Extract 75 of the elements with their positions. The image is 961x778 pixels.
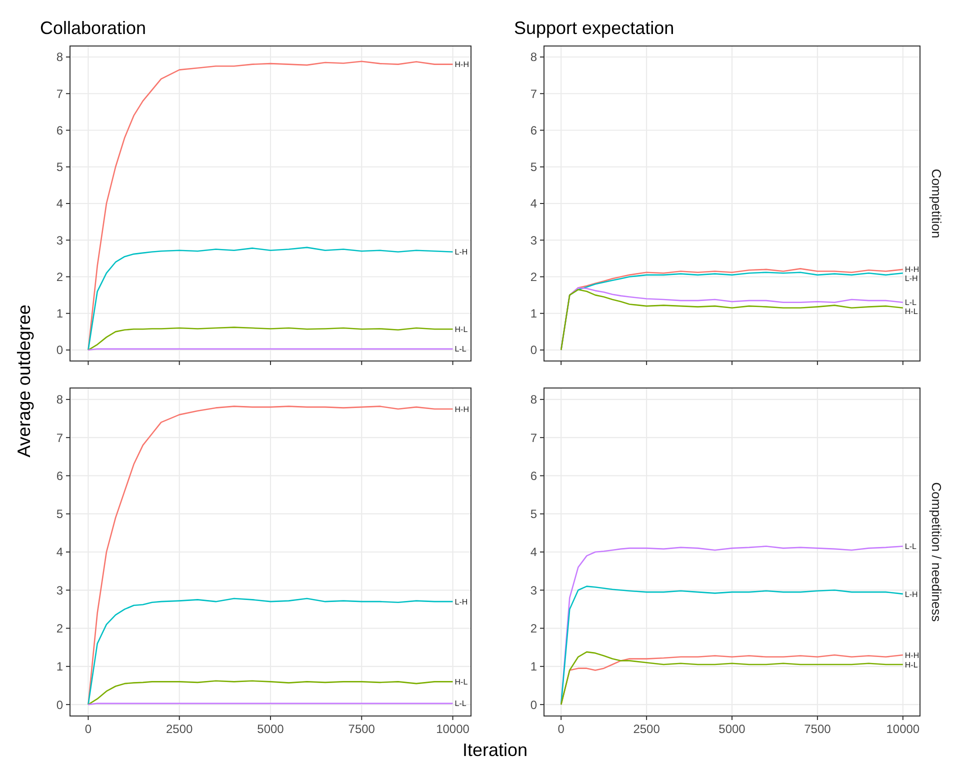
y-tick-label: 3	[530, 583, 538, 598]
series-label: H-L	[454, 677, 468, 686]
y-tick-label: 7	[530, 430, 538, 445]
y-tick-label: 5	[530, 507, 538, 522]
series-label: H-L	[904, 660, 918, 670]
y-tick-label: 2	[56, 621, 64, 636]
y-tick-label: 1	[56, 660, 64, 674]
chart-title: Collaboration	[40, 18, 146, 38]
line-series	[88, 60, 454, 351]
y-tick-label: 8	[56, 392, 64, 407]
y-tick-label: 3	[56, 583, 64, 598]
line-series	[560, 586, 904, 706]
series-label: H-H	[904, 650, 920, 660]
y-tick-label: 0	[530, 698, 538, 712]
y-tick-label: 5	[56, 160, 64, 174]
line-series	[88, 598, 454, 706]
y-tick-label: 5	[530, 160, 538, 174]
series-label: L-H	[454, 597, 468, 606]
series-label: H-L	[454, 324, 468, 334]
y-tick-label: 1	[530, 660, 538, 674]
y-tick-label: 6	[56, 468, 64, 483]
y-tick-label: 4	[530, 196, 538, 211]
y-tick-label: 1	[56, 306, 64, 321]
y-tick-label: 8	[530, 50, 538, 64]
y-tick-label: 3	[56, 233, 64, 248]
series-label: L-H	[454, 248, 468, 257]
y-tick-label: 2	[530, 270, 538, 284]
y-tick-label: 0	[56, 343, 64, 358]
line-series	[88, 680, 454, 706]
y-tick-label: 7	[56, 86, 64, 101]
series-label: H-H	[904, 265, 920, 274]
y-tick-label: 1	[530, 306, 538, 321]
y-tick-label: 6	[530, 123, 538, 138]
y-tick-label: 7	[530, 86, 538, 101]
y-axis-title: Average outdegree	[14, 304, 34, 458]
series-label: H-L	[904, 307, 918, 316]
y-tick-label: 0	[56, 698, 64, 712]
y-tick-label: 5	[56, 507, 64, 522]
y-tick-label: 7	[56, 430, 64, 445]
series-label: L-H	[904, 590, 918, 599]
series-label: H-H	[454, 60, 470, 70]
series-label: L-L	[454, 344, 467, 354]
series-label: L-L	[454, 699, 467, 708]
y2-axis-title: Competition	[929, 168, 944, 238]
x-axis-title: Iteration	[462, 740, 528, 760]
y-tick-label: 8	[56, 50, 64, 64]
line-series	[88, 406, 454, 706]
series-label: L-H	[904, 274, 918, 284]
x-tick-label: 10000	[436, 722, 470, 736]
line-series	[88, 246, 454, 351]
series-label: H-H	[454, 404, 470, 414]
line-series	[88, 326, 454, 351]
y-tick-label: 3	[530, 233, 538, 248]
y-tick-label: 6	[56, 123, 64, 138]
series-label: L-L	[904, 298, 918, 308]
y-tick-label: 2	[56, 270, 64, 284]
y-tick-label: 2	[530, 621, 538, 636]
x-tick-label: 0	[84, 722, 92, 736]
series-label: L-L	[904, 542, 918, 552]
y-tick-label: 0	[530, 343, 538, 358]
x-tick-label: 7500	[348, 722, 376, 736]
y2-axis-title: Competition / neediness	[929, 482, 944, 622]
chart-title: Support expectation	[514, 18, 674, 38]
y-tick-label: 4	[530, 545, 538, 560]
y-tick-label: 8	[530, 392, 538, 407]
y-tick-label: 6	[530, 468, 538, 483]
x-tick-label: 2500	[633, 722, 660, 736]
y-tick-label: 4	[56, 545, 64, 560]
x-tick-label: 7500	[804, 722, 832, 736]
x-tick-label: 10000	[886, 722, 920, 736]
x-tick-label: 0	[558, 722, 565, 736]
x-tick-label: 5000	[257, 722, 284, 736]
x-tick-label: 2500	[166, 722, 194, 736]
y-tick-label: 4	[56, 196, 64, 211]
x-tick-label: 5000	[718, 722, 746, 736]
